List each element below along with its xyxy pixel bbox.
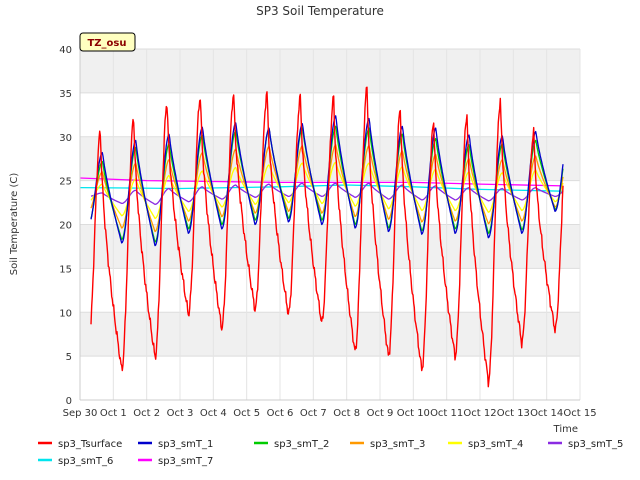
x-tick-label: Oct 11 (430, 408, 463, 419)
x-tick-label: Sep 30 (63, 408, 98, 419)
x-tick-label: Oct 3 (167, 408, 194, 419)
x-axis-label: Time (553, 424, 578, 435)
legend-label: sp3_smT_3 (370, 439, 425, 450)
series-layer (79, 86, 564, 388)
site-badge-text: TZ_osu (87, 38, 126, 49)
series-line-sp3-smT-1 (90, 115, 564, 247)
x-tick-label: Oct 2 (133, 408, 160, 419)
axes: 0 5 10 15 20 25 30 35 40 Sep 30 Oct 1 Oct 2 Oct 3 Oct… (59, 45, 596, 419)
y-tick-label: 30 (59, 133, 72, 144)
legend-label: sp3_smT_7 (158, 456, 213, 467)
y-tick-label: 35 (59, 89, 72, 100)
x-tick-label: Oct 15 (563, 408, 596, 419)
y-axis-label: Soil Temperature (C) (9, 173, 20, 276)
legend-item-sp3-Tsurface: sp3_Tsurface (38, 439, 122, 450)
x-tick-label: Oct 9 (367, 408, 394, 419)
legend-label: sp3_smT_1 (158, 439, 213, 450)
x-tick-label: Oct 13 (497, 408, 530, 419)
legend-item-sp3-smT-1: sp3_smT_1 (138, 439, 213, 450)
x-tick-label: Oct 1 (100, 408, 127, 419)
y-tick-label: 15 (59, 264, 72, 275)
legend-label: sp3_smT_6 (58, 456, 113, 467)
legend-label: sp3_smT_5 (568, 439, 623, 450)
x-tick-label: Oct 12 (463, 408, 496, 419)
legend-item-sp3-smT-6: sp3_smT_6 (38, 456, 113, 467)
site-badge: TZ_osu (79, 32, 136, 52)
y-tick-label: 40 (59, 45, 72, 56)
legend: sp3_Tsurface sp3_smT_1 sp3_smT_2 sp3_smT_3 s… (38, 439, 623, 467)
x-tick-label: Oct 4 (200, 408, 227, 419)
y-tick-label: 0 (66, 396, 72, 407)
legend-item-sp3-smT-5: sp3_smT_5 (548, 439, 623, 450)
site-badge-box (79, 32, 136, 52)
x-tick-label: Oct 5 (233, 408, 260, 419)
y-tick-label: 10 (59, 308, 72, 319)
legend-label: sp3_smT_2 (274, 439, 329, 450)
legend-label: sp3_smT_4 (468, 439, 523, 450)
x-tick-label: Oct 6 (267, 408, 294, 419)
x-tick-label: Oct 10 (397, 408, 430, 419)
background-band (80, 224, 580, 269)
background-band (80, 49, 580, 93)
legend-item-sp3-smT-2: sp3_smT_2 (254, 439, 329, 450)
legend-item-sp3-smT-3: sp3_smT_3 (350, 439, 425, 450)
legend-label: sp3_Tsurface (58, 439, 122, 450)
x-tick-label: Oct 8 (333, 408, 360, 419)
legend-item-sp3-smT-7: sp3_smT_7 (138, 456, 213, 467)
x-tick-label: Oct 14 (530, 408, 563, 419)
y-tick-label: 25 (59, 177, 72, 188)
background-band (80, 312, 580, 357)
series-line-sp3-Tsurface (90, 86, 564, 388)
y-tick-label: 5 (66, 352, 72, 363)
x-tick-label: Oct 7 (300, 408, 327, 419)
y-tick-label: 20 (59, 221, 72, 232)
chart-title: SP3 Soil Temperature (256, 4, 384, 18)
legend-item-sp3-smT-4: sp3_smT_4 (448, 439, 523, 450)
